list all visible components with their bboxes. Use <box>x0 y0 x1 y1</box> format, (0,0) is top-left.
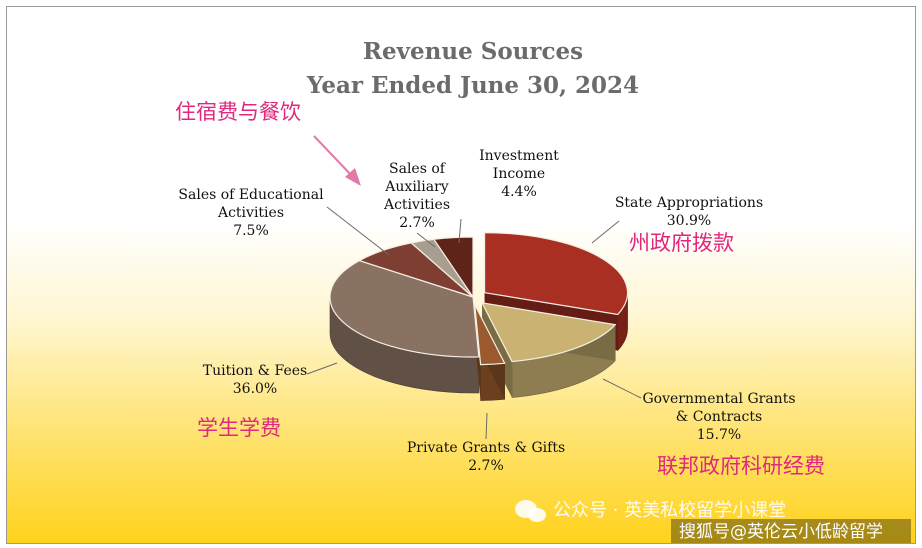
leader-line <box>326 206 390 256</box>
leader-line <box>306 362 338 375</box>
slice-name-label: Investment <box>479 148 559 164</box>
slice-value-label: 2.7% <box>399 215 435 231</box>
annotation-federal: 联邦政府科研经费 <box>657 454 825 478</box>
slice-name-label: Income <box>493 166 545 182</box>
watermark-source: 搜狐号@英伦云小低龄留学 <box>679 522 883 542</box>
pie-slices <box>329 232 629 401</box>
chart-subtitle: Year Ended June 30, 2024 <box>306 72 639 99</box>
pie-slice <box>474 304 506 366</box>
watermark-backdrop <box>671 519 911 543</box>
slice-labels: State Appropriations 30.9% Governmental Gr… <box>178 148 795 474</box>
annotation-auxiliary: 住宿费与餐饮 <box>175 100 301 124</box>
slice-value-label: 7.5% <box>233 223 269 239</box>
leader-line <box>591 220 620 244</box>
slice-value-label: 2.7% <box>468 458 504 474</box>
pie-slice <box>329 259 480 358</box>
slice-value-label: 30.9% <box>667 213 711 229</box>
leader-line <box>416 232 436 248</box>
slice-name-label: Auxiliary <box>384 179 448 195</box>
slice-name-label: Activities <box>383 197 450 213</box>
slice-value-label: 4.4% <box>501 184 537 200</box>
leader-line <box>602 378 642 399</box>
slice-name-label: & Contracts <box>676 409 762 425</box>
annotation-state: 州政府拨款 <box>629 231 734 255</box>
slice-name-label: Governmental Grants <box>642 391 795 407</box>
leader-line <box>485 412 488 440</box>
arrow-icon <box>313 135 361 186</box>
chart-title: Revenue Sources <box>363 38 583 65</box>
annotation-tuition: 学生学费 <box>197 416 281 440</box>
pie-slice <box>432 236 474 299</box>
pie-chart: Revenue Sources Year Ended June 30, 2024… <box>175 38 911 543</box>
wechat-icon <box>515 500 546 522</box>
slice-name-label: Private Grants & Gifts <box>407 440 565 456</box>
pie-slice <box>483 232 629 316</box>
pie-slice <box>480 302 617 363</box>
slice-value-label: 36.0% <box>233 381 277 397</box>
leader-line <box>458 218 462 244</box>
slice-name-label: State Appropriations <box>615 195 763 211</box>
slice-name-label: Sales of Educational <box>178 187 324 203</box>
chart-frame: Revenue Sources Year Ended June 30, 2024… <box>6 6 916 544</box>
slice-name-label: Activities <box>217 205 284 221</box>
slice-name-label: Tuition & Fees <box>203 363 307 379</box>
leader-lines <box>306 206 642 440</box>
slice-value-label: 15.7% <box>697 427 741 443</box>
watermark-channel: 公众号 · 英美私校留学小课堂 <box>553 500 786 521</box>
slice-name-label: Sales of <box>389 161 447 177</box>
